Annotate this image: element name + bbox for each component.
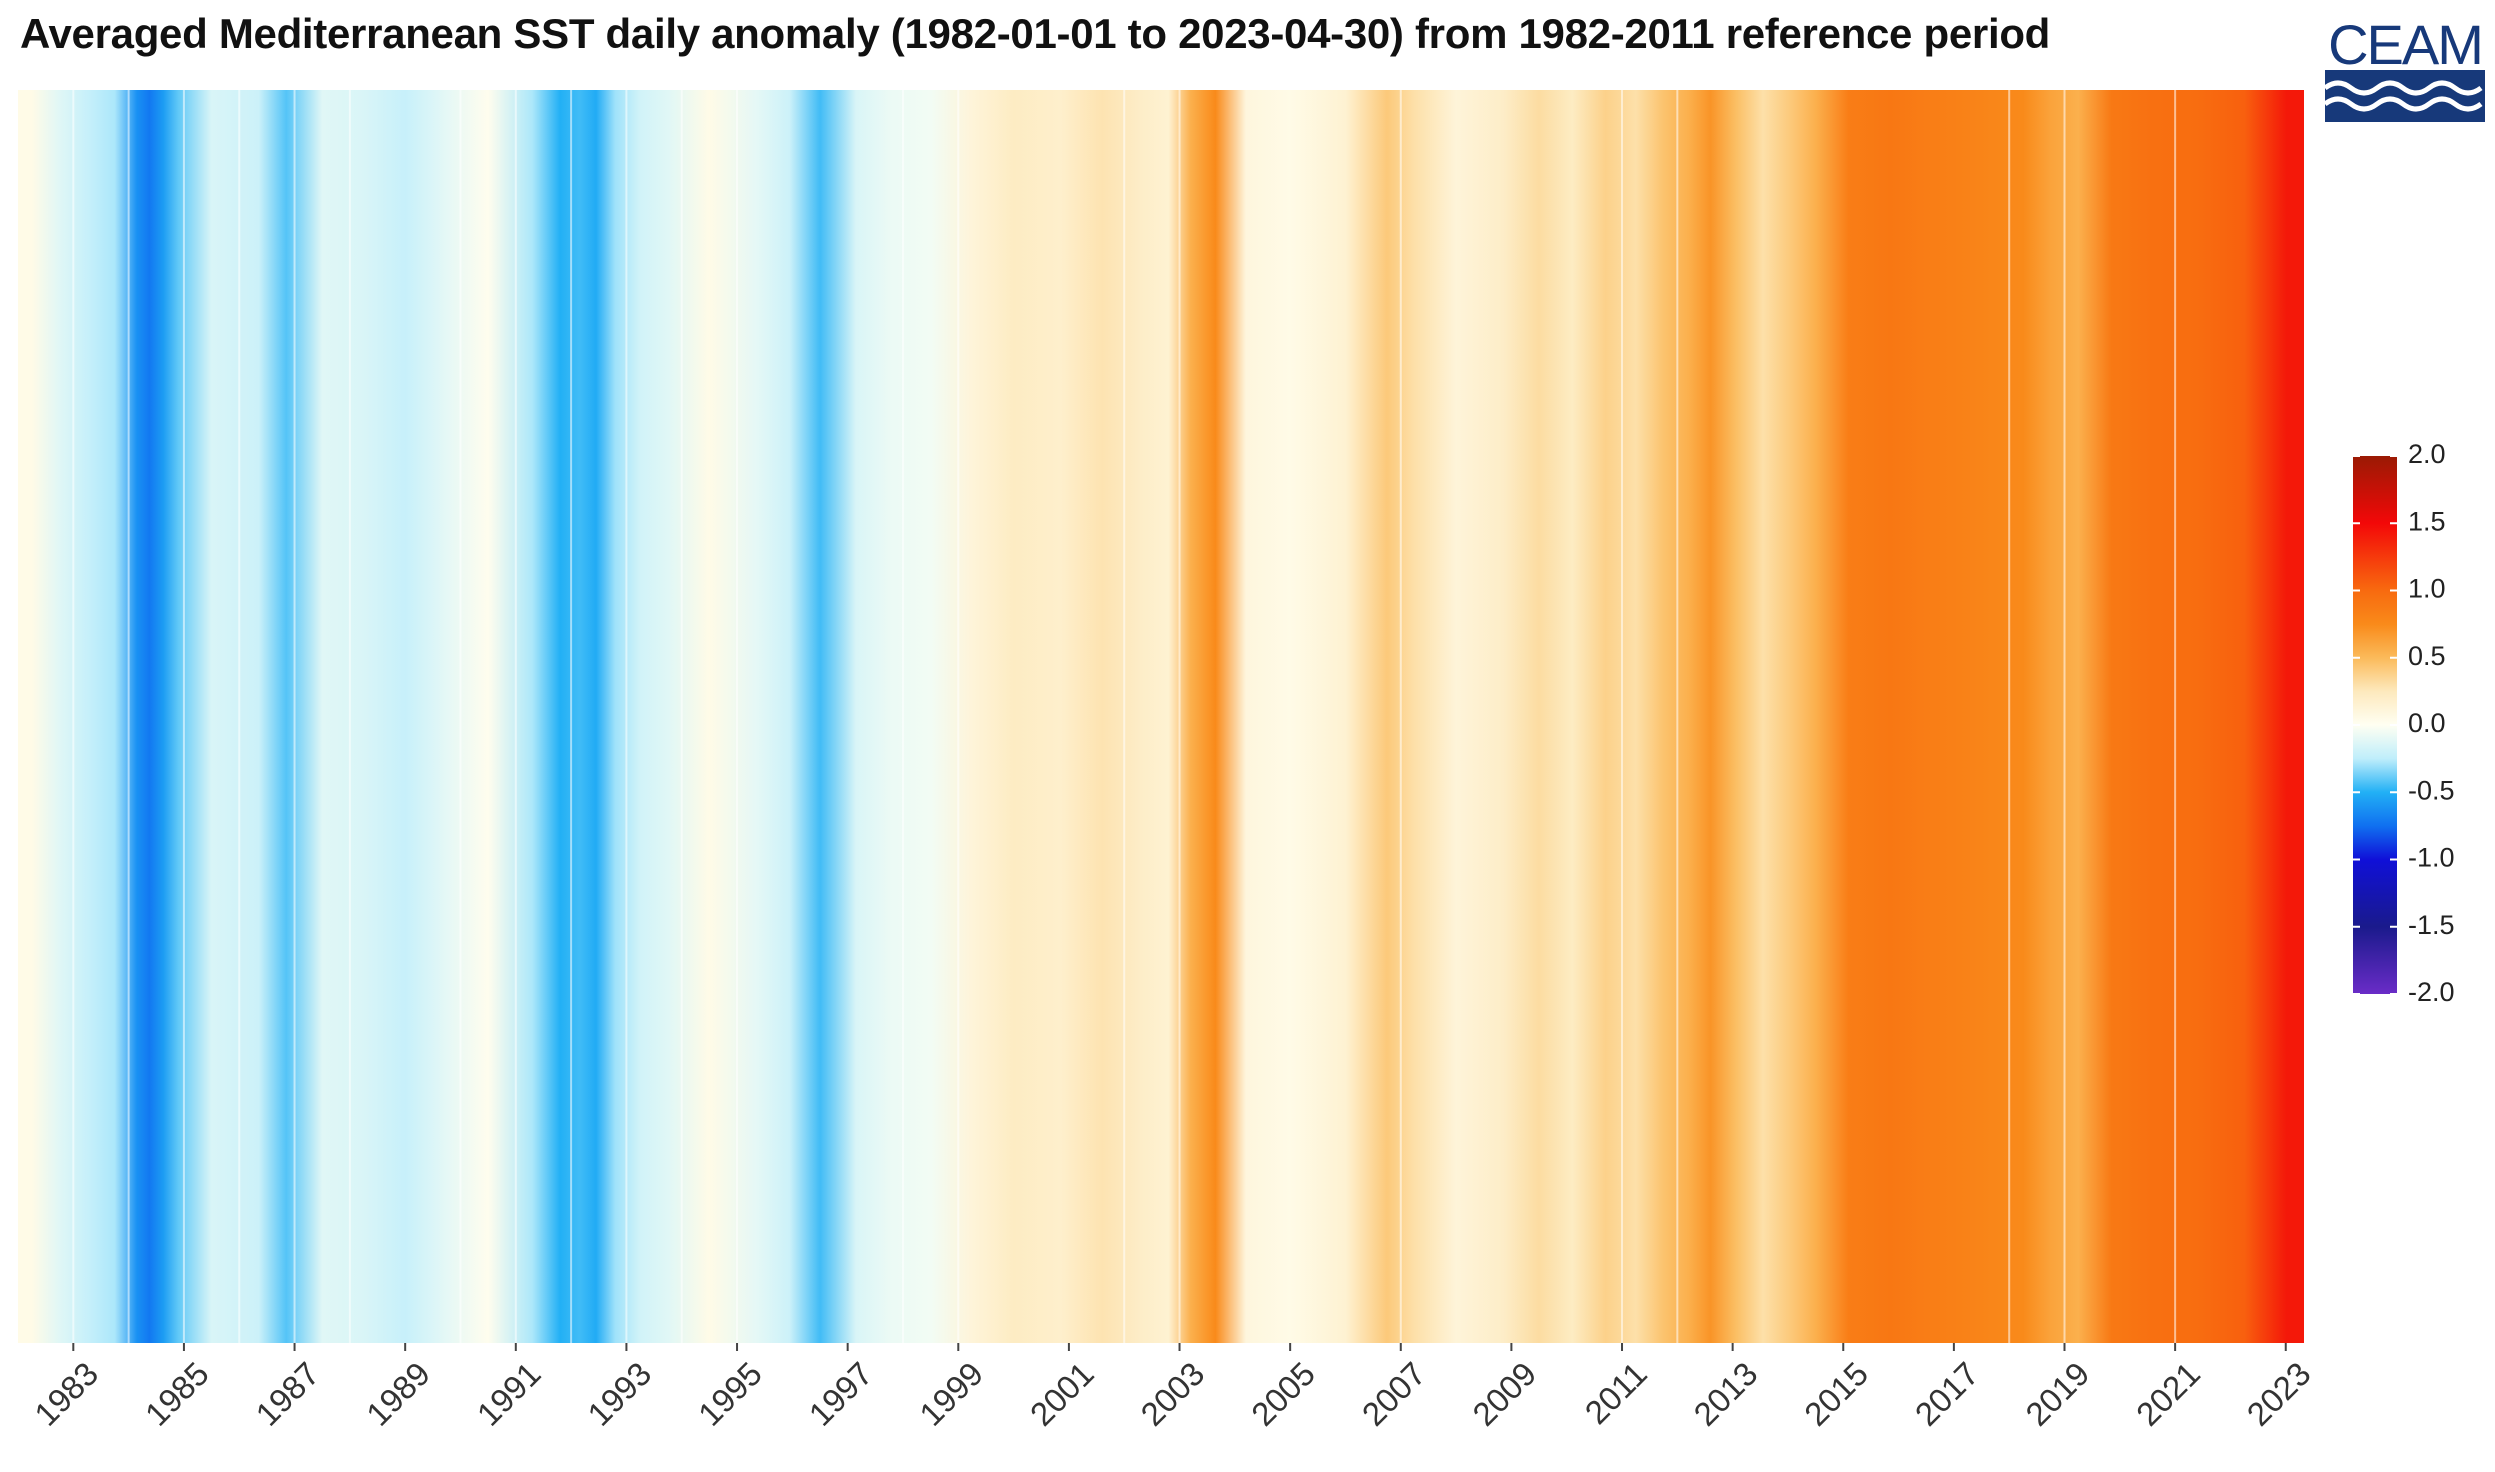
x-tick-label: 2015 bbox=[1797, 1355, 1875, 1433]
x-tick-label: 2003 bbox=[1133, 1355, 1211, 1433]
colorbar-ticks: 2.0 1.5 1.0 0.5 0.0 -0.5 -1.0 -1.5 -2.0 bbox=[2353, 440, 2455, 1007]
colorbar-tick-label: -1.5 bbox=[2408, 910, 2455, 940]
x-tick-label: 1991 bbox=[470, 1355, 548, 1433]
x-tick-label: 2005 bbox=[1244, 1355, 1322, 1433]
x-tick-label: 1983 bbox=[27, 1355, 105, 1433]
logo-text: CEAM bbox=[2328, 13, 2484, 76]
colorbar-tick-label: 2.0 bbox=[2408, 440, 2446, 469]
colorbar-bar bbox=[2353, 456, 2397, 994]
stripes-area bbox=[18, 90, 2304, 1343]
x-tick-label: 1985 bbox=[138, 1355, 216, 1433]
colorbar-legend: 2.0 1.5 1.0 0.5 0.0 -0.5 -1.0 -1.5 -2.0 bbox=[2353, 440, 2455, 1007]
x-tick-label: 2021 bbox=[2129, 1355, 2207, 1433]
x-axis: 1983 1985 1987 1989 1991 1993 1995 1997 1999 2001… bbox=[27, 1343, 2318, 1433]
x-tick-label: 1995 bbox=[691, 1355, 769, 1433]
colorbar-tick-label: -1.0 bbox=[2408, 843, 2455, 873]
x-tick-label: 2011 bbox=[1578, 1355, 1654, 1431]
colorbar-tick-label: 1.5 bbox=[2408, 506, 2446, 536]
x-tick-label: 1989 bbox=[359, 1355, 437, 1433]
x-tick-label: 1997 bbox=[802, 1355, 880, 1433]
year-separators bbox=[72, 90, 2177, 1343]
x-tick-label: 2023 bbox=[2240, 1355, 2318, 1433]
x-tick-label: 1999 bbox=[912, 1355, 990, 1433]
ceam-logo: CEAM bbox=[2325, 10, 2485, 122]
x-tick-label: 2009 bbox=[1465, 1355, 1543, 1433]
colorbar-tick-label: -2.0 bbox=[2408, 977, 2455, 1007]
x-tick-label: 1987 bbox=[248, 1355, 326, 1433]
logo-waves-icon bbox=[2325, 70, 2485, 122]
x-tick-label: 2013 bbox=[1686, 1355, 1764, 1433]
x-tick-label: 1993 bbox=[580, 1355, 658, 1433]
colorbar-tick-label: -0.5 bbox=[2408, 775, 2455, 805]
x-tick-label: 2007 bbox=[1355, 1355, 1433, 1433]
colorbar-tick-label: 0.5 bbox=[2408, 641, 2446, 671]
chart-title: Averaged Mediterranean SST daily anomaly… bbox=[20, 10, 2051, 57]
colorbar-tick-label: 0.0 bbox=[2408, 708, 2446, 738]
x-tick-label: 2001 bbox=[1023, 1355, 1101, 1433]
x-tick-label: 2017 bbox=[1908, 1355, 1986, 1433]
colorbar-tick-label: 1.0 bbox=[2408, 574, 2446, 604]
x-tick-label: 2019 bbox=[2018, 1355, 2096, 1433]
